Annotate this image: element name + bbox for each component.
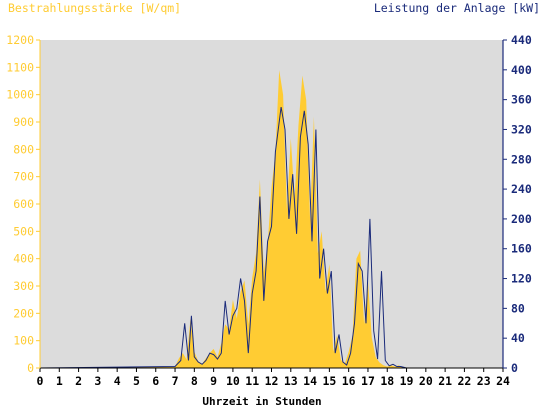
left-tick-label: 600 xyxy=(13,197,34,211)
x-tick-label: 11 xyxy=(245,374,259,388)
right-tick-label: 440 xyxy=(511,33,532,47)
x-tick-labels: 0 1 2 3 4 5 6 7 8 9 10 11 12 13 14 15 16 17 18 19 20 21 22 23 24 xyxy=(37,368,510,388)
left-tick-label: 100 xyxy=(13,334,34,348)
x-tick-label: 19 xyxy=(400,374,414,388)
left-tick-label: 1000 xyxy=(6,88,34,102)
right-tick-label: 120 xyxy=(511,272,532,286)
left-tick-label: 0 xyxy=(27,361,34,375)
x-tick-label: 1 xyxy=(56,374,63,388)
left-tick-label: 300 xyxy=(13,279,34,293)
left-tick-label: 1100 xyxy=(6,60,34,74)
x-tick-label: 14 xyxy=(303,374,317,388)
left-tick-label: 500 xyxy=(13,224,34,238)
x-tick-label: 7 xyxy=(172,374,179,388)
right-tick-label: 40 xyxy=(511,331,525,345)
x-tick-label: 23 xyxy=(477,374,491,388)
x-tick-label: 13 xyxy=(284,374,298,388)
x-tick-label: 16 xyxy=(342,374,356,388)
right-tick-label: 240 xyxy=(511,182,532,196)
x-tick-label: 2 xyxy=(75,374,82,388)
x-tick-label: 9 xyxy=(210,374,217,388)
x-axis-label: Uhrzeit in Stunden xyxy=(202,395,321,408)
x-tick-label: 8 xyxy=(191,374,198,388)
right-tick-label: 80 xyxy=(511,301,525,315)
x-tick-label: 6 xyxy=(152,374,159,388)
right-tick-label: 160 xyxy=(511,242,532,256)
left-tick-label: 800 xyxy=(13,142,34,156)
right-axis-title: Leistung der Anlage [kW] xyxy=(374,1,540,15)
x-tick-label: 10 xyxy=(226,374,240,388)
right-tick-label: 280 xyxy=(511,152,532,166)
left-tick-label: 200 xyxy=(13,306,34,320)
left-tick-labels: 0 100 200 300 400 500 600 700 800 900 1000 1100 1200 xyxy=(6,33,40,375)
right-tick-label: 0 xyxy=(511,361,518,375)
x-tick-label: 18 xyxy=(380,374,394,388)
left-tick-label: 900 xyxy=(13,115,34,129)
left-tick-label: 1200 xyxy=(6,33,34,47)
right-tick-label: 360 xyxy=(511,93,532,107)
x-tick-label: 3 xyxy=(94,374,101,388)
right-tick-labels: 0 40 80 120 160 200 240 280 320 360 400 440 xyxy=(503,33,532,375)
x-tick-label: 15 xyxy=(322,374,336,388)
power-line xyxy=(39,107,503,369)
x-tick-label: 20 xyxy=(419,374,433,388)
x-tick-label: 12 xyxy=(265,374,279,388)
right-tick-label: 400 xyxy=(511,63,532,77)
left-tick-label: 700 xyxy=(13,170,34,184)
series-layer xyxy=(39,70,503,369)
x-tick-label: 22 xyxy=(457,374,471,388)
x-tick-label: 21 xyxy=(438,374,452,388)
x-tick-label: 4 xyxy=(114,374,121,388)
x-tick-label: 17 xyxy=(361,374,375,388)
x-tick-label: 0 xyxy=(37,374,44,388)
x-tick-label: 5 xyxy=(133,374,140,388)
right-tick-label: 320 xyxy=(511,122,532,136)
right-tick-label: 200 xyxy=(511,212,532,226)
x-tick-label: 24 xyxy=(496,374,510,388)
left-tick-label: 400 xyxy=(13,252,34,266)
left-axis-title: Bestrahlungsstärke [W/qm] xyxy=(8,1,181,15)
